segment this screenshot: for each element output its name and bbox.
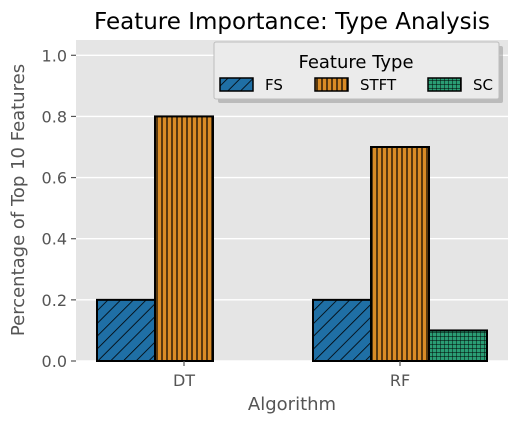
bars: [96, 115, 488, 363]
x-tick-label: DT: [173, 371, 195, 390]
legend-swatch-sc: [427, 77, 462, 92]
legend-label-stft: STFT: [360, 76, 397, 94]
legend-title: Feature Type: [298, 52, 413, 73]
legend-items: FS STFT SC: [219, 76, 493, 94]
legend-label-sc: SC: [473, 76, 493, 94]
bar-sc-rf: [428, 329, 488, 362]
axes: 0.0 0.2 0.4 0.6 0.8 1.0 DT RF: [42, 46, 411, 390]
legend-swatch-fs: [219, 77, 254, 92]
chart-title: Feature Importance: Type Analysis: [94, 9, 490, 35]
y-tick-label: 0.0: [42, 352, 67, 371]
legend-label-fs: FS: [265, 76, 283, 94]
y-axis-label: Percentage of Top 10 Features: [8, 64, 29, 336]
y-tick-label: 0.8: [42, 107, 67, 126]
y-tick-label: 0.2: [42, 291, 67, 310]
y-tick-label: 0.4: [42, 230, 67, 249]
y-tick-label: 0.6: [42, 169, 67, 188]
bar-stft-dt: [154, 115, 214, 362]
legend-swatch-stft: [314, 77, 349, 92]
bar-fs-dt: [96, 298, 156, 363]
y-tick-label: 1.0: [42, 46, 67, 65]
bar-stft-rf: [370, 146, 430, 362]
x-axis-label: Algorithm: [248, 394, 336, 415]
legend: Feature Type FS STFT SC: [213, 41, 503, 103]
x-tick-label: RF: [390, 371, 410, 390]
bar-fs-rf: [312, 298, 372, 363]
